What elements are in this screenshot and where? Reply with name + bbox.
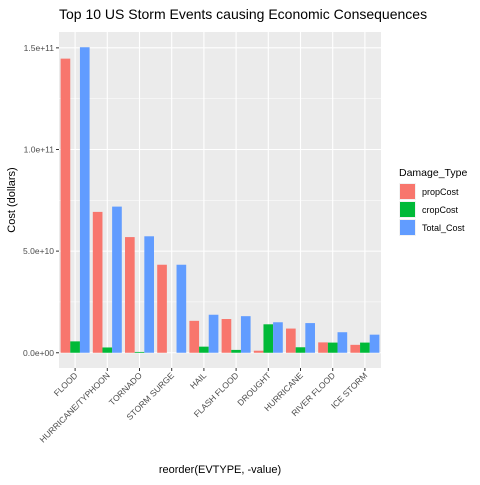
bar-Total_Cost	[337, 332, 348, 353]
bar-propCost	[189, 320, 200, 353]
bar-cropCost	[102, 347, 113, 353]
bar-cropCost	[295, 347, 306, 353]
legend-swatch-propCost	[400, 184, 415, 199]
bar-cropCost	[327, 342, 338, 353]
bar-Total_Cost	[112, 206, 122, 353]
legend-label: cropCost	[422, 205, 459, 215]
bar-propCost	[286, 328, 296, 353]
y-tick-label: 5.0e+10	[23, 246, 54, 256]
y-tick-label: 1.0e+11	[24, 144, 55, 154]
bar-Total_Cost	[208, 314, 219, 353]
bar-propCost	[350, 344, 361, 353]
x-axis-title: reorder(EVTYPE, -value)	[159, 464, 281, 476]
x-tick-label: FLOOD	[52, 370, 80, 398]
bar-cropCost	[199, 346, 209, 353]
grid	[59, 32, 381, 368]
bar-Total_Cost	[144, 236, 154, 353]
bars	[60, 47, 380, 353]
legend-label: propCost	[422, 187, 459, 197]
bar-Total_Cost	[79, 47, 90, 353]
x-tick-label: HAIL	[188, 370, 209, 391]
y-axis-title: Cost (dollars)	[6, 167, 18, 232]
legend-label: Total_Cost	[422, 223, 465, 233]
y-tick-label: 0.0e+00	[23, 348, 54, 358]
bar-Total_Cost	[273, 322, 283, 353]
bar-Total_Cost	[240, 316, 251, 353]
bar-propCost	[253, 350, 264, 353]
bar-Total_Cost	[305, 323, 315, 353]
bar-propCost	[125, 237, 135, 353]
bar-Total_Cost	[369, 334, 380, 353]
bar-propCost	[157, 264, 167, 353]
bar-propCost	[60, 58, 71, 353]
legend: Damage_Type propCost cropCost Total_Cost	[399, 167, 467, 236]
legend-title: Damage_Type	[399, 167, 467, 179]
chart-title: Top 10 US Storm Events causing Economic …	[59, 6, 427, 22]
axis-ticks	[56, 47, 366, 371]
legend-swatch-cropCost	[400, 202, 415, 217]
bar-cropCost	[134, 351, 145, 353]
bar-propCost	[92, 211, 103, 353]
legend-swatch-Total_Cost	[400, 220, 415, 235]
y-tick-label: 1.5e+11	[24, 43, 55, 53]
bar-cropCost	[231, 349, 241, 353]
bar-Total_Cost	[176, 264, 187, 353]
bar-propCost	[318, 342, 328, 353]
bar-cropCost	[360, 342, 370, 353]
bar-propCost	[221, 319, 232, 353]
bar-cropCost	[263, 324, 274, 353]
bar-cropCost	[70, 341, 80, 353]
